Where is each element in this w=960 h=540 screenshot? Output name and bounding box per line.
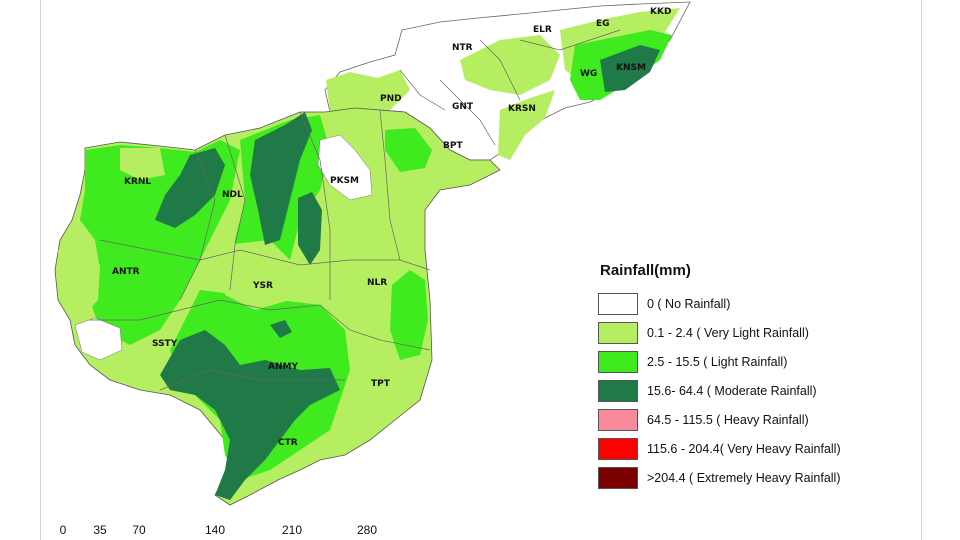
district-label-wg: WG — [580, 69, 597, 79]
district-boundaries — [90, 29, 621, 391]
zone-very-light-ysr — [225, 240, 295, 310]
district-label-ndl: NDL — [222, 190, 243, 200]
district-label-pnd: PND — [380, 94, 402, 104]
zone-very-light-north — [460, 35, 560, 95]
legend-label: >204.4 ( Extremely Heavy Rainfall) — [647, 470, 841, 485]
district-label-anmy: ANMY — [268, 362, 298, 372]
zone-moderate-east — [600, 45, 660, 92]
legend-item: 115.6 - 204.4( Very Heavy Rainfall) — [598, 434, 928, 463]
district-label-pksm: PKSM — [330, 176, 359, 186]
zone-very-light-antr — [58, 245, 100, 320]
zone-very-light-pnd — [326, 70, 410, 112]
legend-swatch — [598, 350, 638, 373]
district-label-ntr: NTR — [452, 43, 473, 53]
legend-swatch — [598, 437, 638, 460]
legend-label: 0.1 - 2.4 ( Very Light Rainfall) — [647, 325, 809, 340]
legend-label: 0 ( No Rainfall) — [647, 296, 731, 311]
district-label-nlr: NLR — [367, 278, 387, 288]
legend-item: 0 ( No Rainfall) — [598, 289, 928, 318]
district-label-ysr: YSR — [252, 281, 273, 291]
district-label-antr: ANTR — [112, 267, 140, 277]
frame-left-border — [40, 0, 41, 540]
scale-tick-70: 70 — [132, 523, 146, 537]
legend-label: 2.5 - 15.5 ( Light Rainfall) — [647, 354, 788, 369]
scale-tick-280: 280 — [356, 523, 378, 537]
legend-swatch — [598, 408, 638, 431]
zone-moderate-central — [250, 112, 312, 245]
district-label-tpt: TPT — [371, 379, 391, 389]
legend-item: 0.1 - 2.4 ( Very Light Rainfall) — [598, 318, 928, 347]
district-label-kkd: KKD — [650, 7, 671, 17]
legend-item: 2.5 - 15.5 ( Light Rainfall) — [598, 347, 928, 376]
district-label-knsm: KNSM — [616, 63, 646, 73]
zone-moderate-south — [160, 330, 340, 500]
rainfall-legend: Rainfall(mm) 0 ( No Rainfall) 0.1 - 2.4 … — [598, 262, 928, 492]
scale-tick-0: 0 — [59, 523, 67, 537]
scale-tick-140: 140 — [204, 523, 226, 537]
legend-label: 15.6- 64.4 ( Moderate Rainfall) — [647, 383, 817, 398]
district-label-krsn: KRSN — [508, 104, 536, 114]
zone-moderate-anmy — [270, 320, 292, 338]
district-label-elr: ELR — [533, 25, 552, 35]
legend-swatch — [598, 321, 638, 344]
district-label-ssty: SSTY — [152, 339, 178, 349]
zone-light-bpt — [385, 128, 432, 172]
zone-very-light-coast — [498, 90, 555, 160]
district-label-eg: EG — [596, 19, 610, 29]
scale-tick-210: 210 — [281, 523, 303, 537]
zone-moderate-pksm-strip — [298, 192, 322, 265]
district-label-bpt: BPT — [443, 141, 463, 151]
legend-item: 64.5 - 115.5 ( Heavy Rainfall) — [598, 405, 928, 434]
zone-no-rain-ssty — [74, 317, 123, 361]
zone-moderate-ndl — [155, 148, 225, 228]
legend-title: Rainfall(mm) — [600, 262, 691, 279]
zone-light-nlr — [390, 270, 428, 360]
scale-bar: 0 35 70 140 210 280 — [50, 518, 410, 540]
scale-tick-35: 35 — [93, 523, 107, 537]
zone-very-light-krnl — [120, 148, 165, 180]
frame-right-border — [921, 0, 922, 540]
legend-label: 115.6 - 204.4( Very Heavy Rainfall) — [647, 441, 841, 456]
district-label-gnt: GNT — [452, 102, 474, 112]
district-label-ctr: CTR — [278, 438, 298, 448]
legend-swatch — [598, 466, 638, 489]
legend-swatch — [598, 379, 638, 402]
legend-label: 64.5 - 115.5 ( Heavy Rainfall) — [647, 412, 809, 427]
legend-swatch — [598, 292, 638, 315]
legend-item: >204.4 ( Extremely Heavy Rainfall) — [598, 463, 928, 492]
district-label-krnl: KRNL — [124, 177, 151, 187]
legend-item: 15.6- 64.4 ( Moderate Rainfall) — [598, 376, 928, 405]
